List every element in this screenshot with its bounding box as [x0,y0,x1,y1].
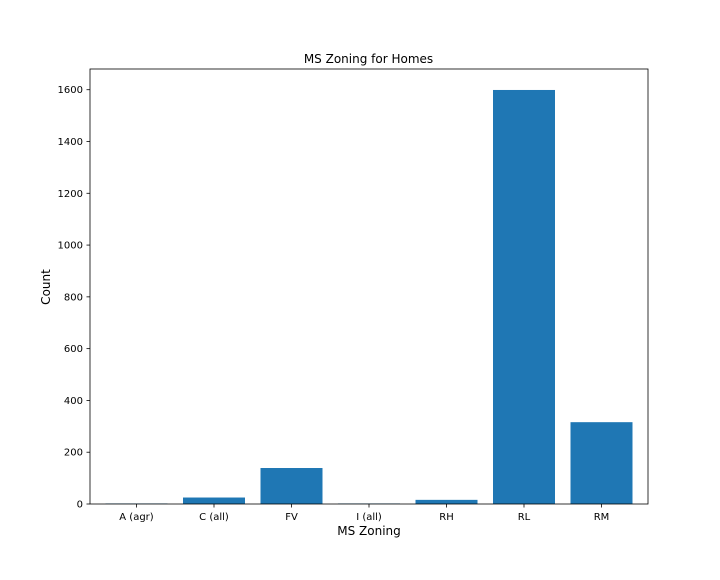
x-tick-label: C (all) [199,512,229,523]
x-tick-label: RH [439,512,453,523]
y-tick-label: 0 [77,500,83,511]
y-axis-label: Count [39,269,53,305]
y-tick-label: 600 [64,344,83,355]
bar-fv [260,468,323,504]
x-axis: A (agr) C (all) FV I (all) RH RL RM [119,504,609,523]
y-tick-label: 1400 [58,137,83,148]
y-tick-label: 1200 [58,189,83,200]
x-tick-label: RM [594,512,610,523]
y-tick-label: 800 [64,292,83,303]
y-tick-label: 400 [64,396,83,407]
bar-c-all [183,497,245,504]
x-axis-label: MS Zoning [337,524,401,538]
y-tick-label: 1600 [58,85,83,96]
plot-frame [89,68,649,505]
chart-title: MS Zoning for Homes [304,52,433,66]
x-tick-label: I (all) [356,512,382,523]
x-tick-label: A (agr) [119,512,154,523]
y-tick-label: 1000 [58,241,83,252]
x-tick-label: RL [518,512,531,523]
bar-series [105,89,633,505]
y-axis: 0 200 400 600 800 1000 1200 1400 1600 [58,85,90,511]
y-tick-label: 200 [64,448,83,459]
x-tick-label: FV [285,512,298,523]
bar-rh [415,499,478,504]
bar-rl [493,89,555,505]
bar-rm [570,422,633,504]
